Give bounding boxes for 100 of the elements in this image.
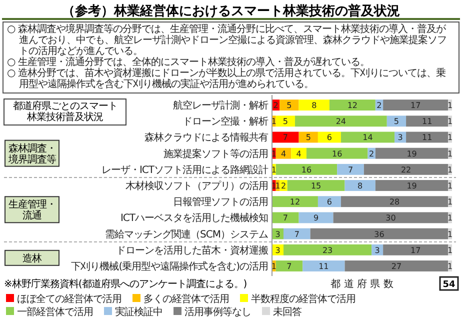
data-label: 6: [326, 198, 332, 207]
x-axis-title: 都 道 府 県 数: [330, 278, 394, 290]
legend-label: 活用事例等なし: [184, 306, 251, 318]
legend-label: 一部経営体で活用: [17, 306, 93, 318]
data-label: 1: [448, 117, 453, 126]
text: ○ 造林分野では、苗木や資材運搬にドローンが半数以上の県で活用されている。下刈りについては、乗用型や遠隔操作式を含む下刈り機械の実証や活用が進められている。: [7, 67, 446, 90]
data-label: 4: [280, 149, 286, 158]
data-label: 16: [301, 165, 312, 174]
data-label: 1: [271, 149, 276, 158]
data-label: 11: [318, 262, 329, 271]
data-label: 11: [422, 117, 432, 126]
bar: [283, 244, 372, 256]
data-label: 9: [313, 214, 319, 223]
bar: [344, 260, 448, 272]
data-label: 12: [347, 101, 358, 110]
bar: [272, 196, 318, 208]
bar: [283, 228, 310, 240]
y-tick-label: 日報管理ソフトの活用: [173, 196, 268, 208]
legend-label: 未回答: [273, 306, 302, 318]
data-label: 11: [422, 133, 432, 142]
data-label: 22: [400, 165, 412, 174]
data-label: 8: [312, 101, 317, 110]
data-label: 15: [310, 182, 322, 190]
data-label: 1: [448, 262, 453, 271]
y-tick-label: 木材検収ソフト（アプリ）の活用: [126, 180, 268, 192]
data-label: 1: [448, 101, 453, 110]
data-label: 7: [294, 230, 300, 239]
data-label: 1: [448, 230, 453, 239]
data-label: 17: [410, 101, 421, 110]
bar: [272, 132, 299, 143]
chart-title: （参考）林業経営体におけるスマート林業技術の普及状況: [62, 3, 400, 19]
data-label: 16: [332, 149, 342, 158]
data-label: 14: [362, 133, 373, 142]
bar: [340, 132, 395, 143]
data-label: 1: [448, 246, 453, 255]
bar: [272, 212, 299, 224]
data-label: 1: [448, 165, 453, 174]
bar: [364, 164, 448, 175]
data-label: 24: [336, 117, 346, 126]
data-label: 1: [448, 133, 453, 142]
bar: [280, 100, 299, 111]
data-label: 1: [271, 117, 276, 126]
data-label: 17: [410, 246, 421, 255]
data-label: 1: [275, 182, 280, 190]
data-label: 7: [348, 165, 354, 174]
text: 都道府県ごとのスマート林業技術普及状況: [12, 100, 118, 123]
bar: [287, 180, 345, 191]
data-label: 1: [271, 165, 276, 174]
text: (都道府県へのアンケート調査による。): [78, 278, 248, 290]
data-label: 7: [282, 133, 288, 142]
data-label: 6: [326, 133, 332, 142]
data-label: 12: [290, 198, 300, 207]
legend-label: 半数程度の経営体で活用: [251, 293, 356, 305]
data-label: 1: [448, 182, 453, 190]
y-tick-label: 森林クラウドによる情報共有: [144, 132, 268, 144]
y-tick-label: 施業提案ソフト等の活用: [164, 148, 268, 160]
bar: [344, 180, 376, 191]
data-label: 7: [282, 214, 288, 223]
data-label: 36: [374, 230, 384, 239]
bar: [302, 260, 345, 272]
bar: [306, 148, 368, 159]
data-label: 19: [406, 149, 417, 158]
data-label: 1: [448, 198, 453, 207]
bar: [291, 148, 306, 159]
bar: [375, 180, 448, 191]
bar: [375, 148, 448, 159]
data-label: 3: [275, 230, 280, 239]
bar: [337, 164, 364, 175]
data-label: 5: [306, 133, 311, 142]
bar: [406, 116, 448, 127]
data-label: 4: [296, 149, 302, 158]
data-label: 1: [448, 214, 453, 223]
text: 造林: [22, 252, 42, 264]
y-tick-label: ドローン空撮・解析: [182, 116, 268, 128]
bar: [298, 100, 330, 111]
legend-label: 実証検証中: [115, 306, 162, 318]
y-tick-label: ドローンを活用した苗木・資材運搬: [116, 244, 268, 256]
data-label: 19: [406, 182, 417, 190]
bar: [294, 116, 387, 127]
y-tick-label: 航空レーザ計測・解析: [173, 100, 268, 112]
bar: [329, 100, 376, 111]
data-label: 1: [271, 262, 276, 271]
bar: [383, 244, 448, 256]
data-label: 30: [386, 214, 396, 223]
data-label: 2: [376, 101, 382, 110]
data-label: 1: [271, 182, 276, 190]
data-label: 2: [280, 182, 286, 190]
bar: [406, 132, 448, 143]
data-label: 5: [286, 101, 292, 110]
bar: [386, 116, 406, 127]
bar: [276, 148, 292, 159]
y-tick-label: 下刈り機械(乗用型や遠隔操作式を含む)の活用: [71, 260, 268, 272]
text: ○ 生産管理・流通分野では、全体的にスマート林業技術の導入・普及が遅れている。: [7, 56, 370, 68]
data-label: 5: [394, 117, 400, 126]
legend-label: ほぼ全ての経営体で活用: [17, 293, 122, 305]
text: 54: [442, 280, 456, 290]
text: ○ 森林調査や境界調査等の分野では、生産管理・流通分野に比べて、スマート林業技術の導入・普及が進んでおり、中でも、航空レーザ計測やドローン空撮による資源管理、森林クラウドや施業提案ソフトの活用などが進んでいる。: [7, 23, 447, 57]
y-tick-label: 需給マッチング関連（SCM）システム: [105, 228, 268, 240]
data-label: 3: [374, 246, 380, 255]
y-tick-label: ICTハーベスタを活用した機械検知: [120, 212, 268, 224]
